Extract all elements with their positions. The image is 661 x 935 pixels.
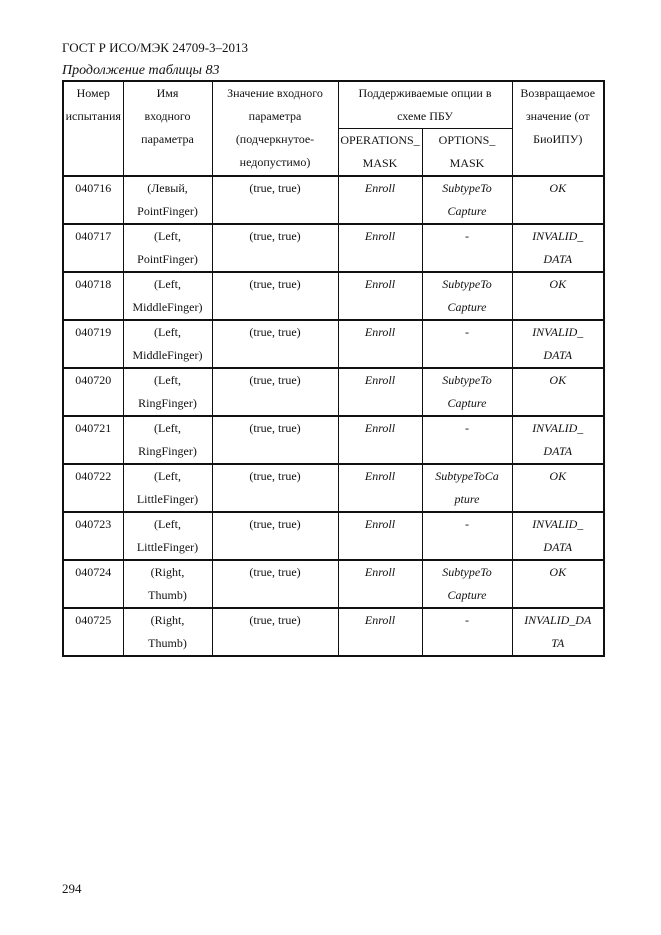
- cell-operations: Enroll: [337, 223, 423, 273]
- cell-return: OK: [511, 367, 605, 417]
- table-row: 040720 (Left, RingFinger) (true, true) Enro…: [62, 367, 605, 417]
- cell-number: 040721: [62, 415, 124, 465]
- cell-return: INVALID_ DATA: [511, 415, 605, 465]
- cell-operations: Enroll: [337, 367, 423, 417]
- cell-operations: Enroll: [337, 415, 423, 465]
- cell-options: SubtypeToCa pture: [421, 463, 513, 513]
- cell-value: (true, true): [211, 271, 339, 321]
- cell-options: SubtypeTo Capture: [421, 271, 513, 321]
- table-row: 040716 (Левый, PointFinger) (true, true) En…: [62, 175, 605, 225]
- cell-name: (Left, MiddleFinger): [122, 271, 213, 321]
- col-header-options-mask: OPTIONS_ MASK: [421, 128, 513, 177]
- cell-options: -: [421, 223, 513, 273]
- cell-return: INVALID_ DATA: [511, 511, 605, 561]
- col-header-name: Имя входного параметра: [122, 80, 213, 177]
- page-number: 294: [62, 881, 82, 896]
- cell-value: (true, true): [211, 175, 339, 225]
- cell-number: 040724: [62, 559, 124, 609]
- cell-name: (Left, LittleFinger): [122, 463, 213, 513]
- table-row: 040721 (Left, RingFinger) (true, true) Enro…: [62, 415, 605, 465]
- cell-name: (Левый, PointFinger): [122, 175, 213, 225]
- cell-return: OK: [511, 271, 605, 321]
- cell-operations: Enroll: [337, 607, 423, 657]
- cell-number: 040723: [62, 511, 124, 561]
- col-header-operations-mask: OPERATIONS_ MASK: [337, 128, 423, 177]
- cell-number: 040717: [62, 223, 124, 273]
- cell-operations: Enroll: [337, 271, 423, 321]
- cell-return: OK: [511, 559, 605, 609]
- cell-operations: Enroll: [337, 175, 423, 225]
- col-header-options-group: Поддерживаемые опции в схеме ПБУ: [337, 80, 513, 129]
- cell-number: 040720: [62, 367, 124, 417]
- cell-options: SubtypeTo Capture: [421, 559, 513, 609]
- table-caption: Продолжение таблицы 83: [62, 63, 220, 78]
- document-header: ГОСТ Р ИСО/МЭК 24709-3–2013: [62, 40, 249, 55]
- cell-number: 040716: [62, 175, 124, 225]
- cell-options: -: [421, 511, 513, 561]
- table-row: 040725 (Right, Thumb) (true, true) Enroll - I…: [62, 607, 605, 657]
- cell-name: (Left, RingFinger): [122, 367, 213, 417]
- cell-operations: Enroll: [337, 319, 423, 369]
- cell-options: -: [421, 607, 513, 657]
- cell-value: (true, true): [211, 511, 339, 561]
- cell-options: SubtypeTo Capture: [421, 175, 513, 225]
- cell-return: INVALID_ DATA: [511, 223, 605, 273]
- cell-name: (Right, Thumb): [122, 559, 213, 609]
- cell-return: OK: [511, 175, 605, 225]
- cell-return: INVALID_ DATA: [511, 319, 605, 369]
- col-header-value: Значение входного параметра (подчеркнуто…: [211, 80, 339, 177]
- cell-operations: Enroll: [337, 511, 423, 561]
- cell-options: -: [421, 415, 513, 465]
- cell-name: (Left, PointFinger): [122, 223, 213, 273]
- table-row: 040719 (Left, MiddleFinger) (true, true) En…: [62, 319, 605, 369]
- cell-operations: Enroll: [337, 463, 423, 513]
- cell-operations: Enroll: [337, 559, 423, 609]
- table-row: 040722 (Left, LittleFinger) (true, true) En…: [62, 463, 605, 513]
- cell-return: OK: [511, 463, 605, 513]
- cell-value: (true, true): [211, 559, 339, 609]
- cell-value: (true, true): [211, 367, 339, 417]
- cell-value: (true, true): [211, 607, 339, 657]
- table-row: 040724 (Right, Thumb) (true, true) Enroll Su…: [62, 559, 605, 609]
- cell-name: (Left, MiddleFinger): [122, 319, 213, 369]
- cell-name: (Left, LittleFinger): [122, 511, 213, 561]
- col-header-number: Номер испытания: [62, 80, 124, 177]
- cell-value: (true, true): [211, 463, 339, 513]
- table-row: 040717 (Left, PointFinger) (true, true) Enr…: [62, 223, 605, 273]
- data-table: Номер испытания Имя входного параметра З…: [62, 80, 605, 657]
- col-header-return: Возвращаемое значение (от БиоИПУ): [511, 80, 605, 177]
- cell-number: 040718: [62, 271, 124, 321]
- cell-options: SubtypeTo Capture: [421, 367, 513, 417]
- cell-value: (true, true): [211, 415, 339, 465]
- cell-number: 040725: [62, 607, 124, 657]
- cell-return: INVALID_DA TA: [511, 607, 605, 657]
- table-row: 040718 (Left, MiddleFinger) (true, true) En…: [62, 271, 605, 321]
- cell-value: (true, true): [211, 223, 339, 273]
- table-row: 040723 (Left, LittleFinger) (true, true) En…: [62, 511, 605, 561]
- cell-number: 040722: [62, 463, 124, 513]
- cell-number: 040719: [62, 319, 124, 369]
- cell-name: (Left, RingFinger): [122, 415, 213, 465]
- cell-options: -: [421, 319, 513, 369]
- cell-value: (true, true): [211, 319, 339, 369]
- cell-name: (Right, Thumb): [122, 607, 213, 657]
